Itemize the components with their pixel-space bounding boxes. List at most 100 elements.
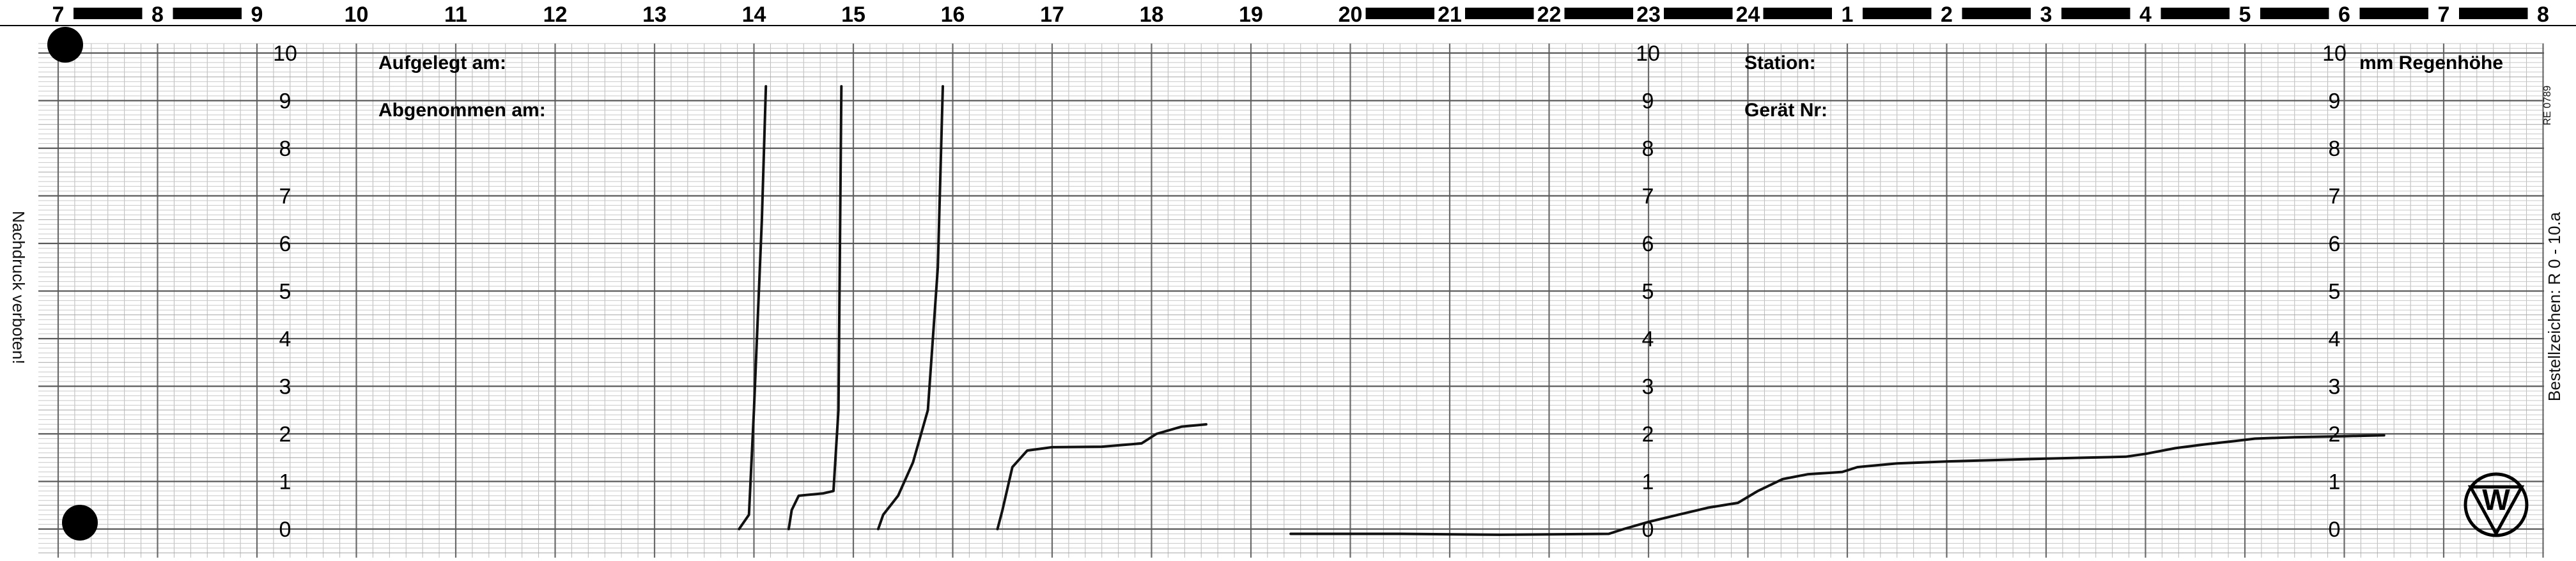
y-tick-label: 8 xyxy=(279,137,291,161)
hour-labels: 7 8 9 10 11 12 13 14 15 16 17 18 19 20 21 22 23 24 1 2 3 4 5 6 7… xyxy=(52,3,2549,27)
y-tick-label: 1 xyxy=(279,470,291,495)
hour-label: 5 xyxy=(2239,3,2251,27)
hour-label: 21 xyxy=(1438,3,1462,27)
y-tick-label: 3 xyxy=(279,375,291,399)
rain-trace-segment xyxy=(876,85,944,530)
y-tick-label: 9 xyxy=(1642,89,1654,114)
hour-band-bar xyxy=(2459,8,2528,19)
rain-trace-segment xyxy=(1289,434,2386,536)
hour-band-bar xyxy=(1564,8,1633,19)
geraet-label: Gerät Nr: xyxy=(1744,100,1827,121)
hour-band-bar xyxy=(2061,8,2130,19)
hour-label: 13 xyxy=(642,3,667,27)
hour-label: 6 xyxy=(2338,3,2350,27)
y-tick-label: 7 xyxy=(2329,185,2341,209)
left-copyright-note: Nachdruck verboten! xyxy=(9,211,28,364)
hour-label: 8 xyxy=(2537,3,2549,27)
unit-label: mm Regenhöhe xyxy=(2359,52,2503,73)
hour-band-bar xyxy=(1962,8,2031,19)
y-tick-label: 1 xyxy=(2329,470,2341,495)
y-tick-label: 4 xyxy=(2329,327,2341,351)
y-tick-label: 3 xyxy=(2329,375,2341,399)
hour-scale-band xyxy=(0,8,2576,26)
y-tick-label: 0 xyxy=(279,518,291,542)
hour-label: 19 xyxy=(1239,3,1263,27)
hour-label: 7 xyxy=(52,3,65,27)
hour-label: 2 xyxy=(1941,3,1953,27)
hour-label: 16 xyxy=(941,3,965,27)
hour-band-bar xyxy=(1863,8,1932,19)
rain-traces xyxy=(738,85,2386,536)
hour-label: 1 xyxy=(1842,3,1854,27)
rain-trace-segment xyxy=(787,85,843,530)
chart-extras: W Nachdruck verboten! Bestellzeichen: R … xyxy=(9,27,2564,541)
y-tick-label: 2 xyxy=(1642,422,1654,447)
punch-hole-bottom xyxy=(62,505,98,541)
y-tick-label: 5 xyxy=(2329,280,2341,304)
hour-label: 7 xyxy=(2438,3,2450,27)
y-tick-label: 7 xyxy=(1642,185,1654,209)
y-tick-label: 0 xyxy=(2329,518,2341,542)
hour-band-bar xyxy=(1664,8,1733,19)
y-tick-label: 1 xyxy=(1642,470,1654,495)
y-tick-label: 2 xyxy=(279,422,291,447)
manufacturer-logo: W xyxy=(2463,472,2529,537)
hour-label: 18 xyxy=(1140,3,1164,27)
y-tick-label: 10 xyxy=(273,42,297,66)
fine-grid xyxy=(38,43,2544,558)
hour-label: 11 xyxy=(444,3,467,27)
hour-band-bar xyxy=(1763,8,1832,19)
y-tick-label: 5 xyxy=(279,280,291,304)
aufgelegt-label: Aufgelegt am: xyxy=(378,52,506,73)
hour-label: 17 xyxy=(1040,3,1064,27)
y-tick-label: 6 xyxy=(279,232,291,256)
y-tick-label: 2 xyxy=(2329,422,2341,447)
abgenommen-label: Abgenommen am: xyxy=(378,100,546,121)
hour-label: 9 xyxy=(251,3,263,27)
hour-label: 4 xyxy=(2139,3,2152,27)
hour-label: 15 xyxy=(841,3,865,27)
hour-label: 14 xyxy=(742,3,766,27)
hour-label: 12 xyxy=(543,3,568,27)
y-tick-label: 6 xyxy=(1642,232,1654,256)
y-tick-label: 4 xyxy=(1642,327,1654,351)
logo-letter: W xyxy=(2482,483,2510,516)
hour-band-bar xyxy=(173,8,242,19)
hour-band-bar xyxy=(1465,8,1534,19)
rain-trace-segment xyxy=(738,85,768,530)
y-tick-label: 6 xyxy=(2329,232,2341,256)
y-tick-label: 8 xyxy=(1642,137,1654,161)
hour-label: 20 xyxy=(1338,3,1363,27)
major-grid xyxy=(38,43,2544,558)
hour-label: 8 xyxy=(151,3,164,27)
y-tick-label: 7 xyxy=(279,185,291,209)
y-tick-label: 10 xyxy=(2322,42,2347,66)
hour-band-bar xyxy=(2359,8,2428,19)
y-tick-label: 5 xyxy=(1642,280,1654,304)
y-tick-label: 4 xyxy=(279,327,291,351)
y-tick-label: 3 xyxy=(1642,375,1654,399)
rain-trace-segment xyxy=(996,423,1207,530)
y-tick-label: 9 xyxy=(279,89,291,114)
hour-label: 23 xyxy=(1636,3,1661,27)
station-label: Station: xyxy=(1744,52,1816,73)
hour-band-bar xyxy=(1365,8,1434,19)
hour-band-bar xyxy=(2161,8,2230,19)
hour-band-bar xyxy=(2260,8,2329,19)
hour-label: 3 xyxy=(2040,3,2052,27)
punch-hole-top xyxy=(47,27,83,63)
form-number: RE 0789 xyxy=(2542,86,2553,125)
logo-triangle-icon xyxy=(2467,485,2525,537)
right-order-code: Bestellzeichen: R 0 - 10.a xyxy=(2545,211,2564,401)
y-tick-label: 8 xyxy=(2329,137,2341,161)
hour-band-bar xyxy=(74,8,143,19)
hour-label: 24 xyxy=(1736,3,1760,27)
hour-label: 22 xyxy=(1537,3,1562,27)
hour-label: 10 xyxy=(345,3,369,27)
y-tick-label: 10 xyxy=(1636,42,1660,66)
y-tick-label: 9 xyxy=(2329,89,2341,114)
